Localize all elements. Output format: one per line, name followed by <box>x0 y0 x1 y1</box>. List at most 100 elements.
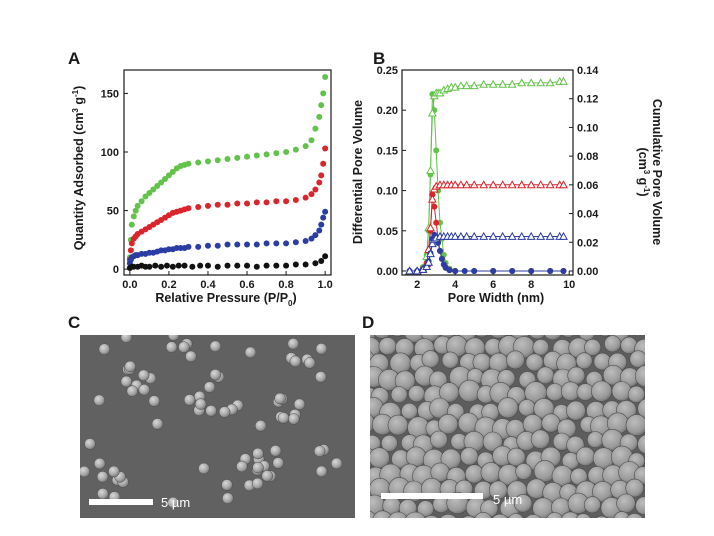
particle <box>506 350 525 370</box>
data-point <box>479 79 489 88</box>
isotherm-points <box>126 74 329 271</box>
particle <box>151 418 164 430</box>
x-tick-label: 6 <box>490 279 496 291</box>
data-point <box>322 145 329 152</box>
particle <box>474 512 493 518</box>
particle <box>390 386 408 404</box>
y2-tick-label: 0.14 <box>577 65 599 77</box>
data-point <box>197 262 204 269</box>
data-point <box>320 160 327 167</box>
particle <box>289 355 302 368</box>
data-point <box>292 261 299 268</box>
particle <box>303 357 316 369</box>
particle <box>148 395 161 407</box>
data-point <box>263 262 270 269</box>
particle <box>604 335 622 353</box>
particle <box>575 513 591 518</box>
y2-tick-label: 0.02 <box>577 237 598 249</box>
particle <box>575 352 593 370</box>
data-point <box>431 203 438 210</box>
data-point <box>273 198 280 205</box>
y-tick-label: 0.10 <box>377 186 398 198</box>
data-point <box>469 180 479 189</box>
particle <box>378 337 397 356</box>
particle <box>244 346 257 359</box>
data-point <box>426 223 435 232</box>
data-point <box>162 175 169 182</box>
data-point <box>234 154 241 161</box>
particle <box>492 513 508 518</box>
data-point <box>456 180 466 189</box>
y-tick-label: 150 <box>101 88 119 100</box>
particle <box>209 368 222 381</box>
y-title-main: Quantity Adsorbed (cm <box>72 113 86 251</box>
data-point <box>450 180 460 189</box>
x-tick-label: 0.4 <box>200 279 216 291</box>
y2-tick-label: 0.12 <box>577 94 598 106</box>
particle <box>440 335 455 339</box>
data-series <box>126 208 329 267</box>
data-series <box>126 74 329 261</box>
data-point <box>536 78 546 87</box>
isotherm-axes <box>123 69 332 276</box>
data-point <box>195 243 202 250</box>
particle <box>194 398 207 410</box>
data-point <box>138 198 145 205</box>
data-point <box>292 146 299 153</box>
data-point <box>244 200 251 207</box>
particle <box>591 380 613 402</box>
data-point <box>488 231 498 240</box>
y-tick-label: 0.15 <box>377 145 398 157</box>
data-point <box>195 159 202 166</box>
data-point <box>253 241 260 248</box>
particle <box>587 431 604 449</box>
particle <box>635 365 645 388</box>
data-point <box>312 125 319 132</box>
scale-bar-label: 5 µm <box>493 492 522 507</box>
data-point <box>263 240 270 247</box>
y-tick-label: 0 <box>113 264 119 276</box>
data-point <box>204 158 211 165</box>
particle <box>277 412 290 424</box>
data-point <box>456 81 466 90</box>
particle <box>269 445 282 457</box>
data-point <box>433 147 440 154</box>
data-point <box>560 267 567 274</box>
data-point <box>471 267 478 274</box>
data-series <box>126 253 329 271</box>
data-point <box>152 262 159 269</box>
data-point <box>479 180 489 189</box>
data-point <box>214 157 221 164</box>
y-tick-label: 50 <box>107 206 119 218</box>
data-point <box>292 197 299 204</box>
particle <box>525 353 544 372</box>
particle <box>637 434 645 455</box>
data-point <box>195 204 202 211</box>
particle <box>513 494 533 513</box>
data-point <box>185 205 192 212</box>
data-point <box>204 262 211 269</box>
particle <box>252 447 264 460</box>
particle <box>439 514 457 518</box>
particle <box>408 385 426 403</box>
particle <box>421 350 440 369</box>
data-point <box>498 79 508 88</box>
data-point <box>130 213 137 220</box>
data-point <box>507 79 517 88</box>
x-tick-label: 4 <box>452 279 459 291</box>
particle <box>315 465 328 478</box>
particle <box>330 457 343 470</box>
isotherm-x-axis-title: Relative Pressure (P/P0) <box>155 291 296 308</box>
data-point <box>316 113 323 120</box>
data-point <box>283 198 290 205</box>
data-point <box>488 180 498 189</box>
particle <box>629 350 645 368</box>
particle <box>515 463 533 480</box>
particle <box>221 479 233 491</box>
data-point <box>169 168 176 175</box>
particle <box>635 496 645 515</box>
particle <box>575 446 596 467</box>
isotherm-chart: 0.0 0.2 0.4 0.6 0.8 1.0 0 50 100 150 Quantity Ads… <box>71 69 333 308</box>
particle <box>626 513 644 518</box>
data-point <box>163 262 170 269</box>
